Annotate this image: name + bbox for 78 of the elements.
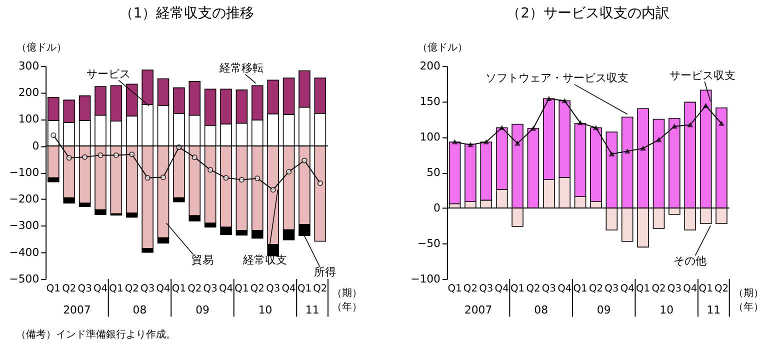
text: 09	[196, 304, 210, 317]
x-tick-label: Q2	[313, 283, 328, 294]
x-tick-label: Q4	[558, 283, 572, 294]
x-tick-label: Q3	[203, 283, 218, 294]
text: 11	[706, 304, 721, 317]
x-tick-label: Q2	[124, 283, 139, 294]
y-tick-label: −50	[418, 236, 441, 250]
text: 所得	[314, 265, 336, 278]
y-tick-label: 150	[420, 94, 441, 108]
text: （年）	[733, 300, 764, 313]
x-tick-label: Q1	[234, 283, 249, 294]
text: 11	[305, 304, 320, 317]
y-tick-label: −100	[9, 166, 40, 179]
series-label: ソフトウェア・サービス収支	[485, 72, 628, 85]
text: 10	[660, 304, 674, 317]
x-tick-label: Q2	[62, 283, 76, 294]
x-tick-label: Q1	[46, 283, 60, 294]
x-tick-label: Q1	[297, 283, 312, 294]
text: 10	[258, 304, 272, 317]
x-tick-label: Q2	[250, 283, 264, 294]
y-tick-label: 200	[18, 86, 40, 100]
y-tick-label: 200	[420, 59, 441, 72]
text: （年）	[332, 300, 362, 313]
x-tick-label: Q4	[218, 283, 234, 294]
y-tick-label: 100	[420, 130, 441, 144]
y-tick-label: −200	[9, 192, 40, 206]
y-tick-label: 50	[426, 166, 441, 179]
x-tick-label: Q1	[573, 283, 588, 294]
x-tick-label: Q4	[282, 283, 296, 294]
x-tick-label: Q2	[588, 283, 604, 294]
x-tick-label: Q1	[510, 283, 525, 294]
x-tick-label: Q2	[463, 283, 478, 294]
x-tick-label: Q3	[479, 283, 494, 294]
text: （備考）インド準備銀行より作成。	[16, 328, 176, 340]
chart-title: （1）経常収支の推移	[119, 5, 254, 22]
x-tick-label: Q2	[714, 283, 729, 294]
x-tick-label: Q4	[156, 283, 170, 294]
text: 2007	[63, 304, 91, 317]
x-tick-label: Q1	[448, 283, 462, 294]
x-tick-label: Q1	[698, 283, 713, 294]
x-tick-label: Q3	[78, 283, 92, 294]
x-tick-label: Q2	[188, 283, 202, 294]
y-tick-label: −300	[9, 219, 40, 232]
x-tick-label: Q1	[636, 283, 650, 294]
x-tick-label: Q3	[542, 283, 556, 294]
x-tick-label: Q4	[93, 283, 108, 294]
y-tick-label: −400	[9, 246, 40, 259]
x-tick-label: Q3	[140, 283, 155, 294]
y-tick-label: 300	[18, 59, 40, 72]
text: 2007	[464, 304, 492, 317]
y-tick-label: 100	[18, 112, 40, 126]
text: サービス	[86, 67, 130, 80]
y-tick-label: 0	[32, 139, 40, 152]
text: その他	[674, 254, 707, 268]
series-label: 経常移転	[218, 62, 264, 75]
chart-title: （2）サービス収支の内訳	[506, 5, 670, 22]
y-tick-label: −500	[9, 272, 40, 286]
text: 貿易	[191, 253, 214, 266]
x-axis-title: （期）	[332, 286, 362, 299]
x-tick-label: Q2	[652, 283, 666, 294]
y-tick-label: 0	[434, 201, 441, 214]
text: 08	[132, 304, 147, 317]
y-tick-label: −100	[410, 272, 441, 286]
text: 09	[596, 304, 611, 317]
text: サービス収支	[670, 68, 736, 82]
y-axis-title: （億ドル）	[16, 42, 66, 54]
text: 08	[534, 304, 548, 317]
x-tick-label: Q3	[667, 283, 682, 294]
x-tick-label: Q4	[620, 283, 634, 294]
x-axis-title: （期）	[733, 286, 764, 299]
x-tick-label: Q3	[266, 283, 280, 294]
x-tick-label: Q2	[526, 283, 540, 294]
x-tick-label: Q4	[494, 283, 509, 294]
x-tick-label: Q4	[683, 283, 698, 294]
y-axis-title: （億ドル）	[418, 42, 468, 54]
x-tick-label: Q3	[604, 283, 619, 294]
x-tick-label: Q1	[172, 283, 186, 294]
x-tick-label: Q1	[109, 283, 124, 294]
